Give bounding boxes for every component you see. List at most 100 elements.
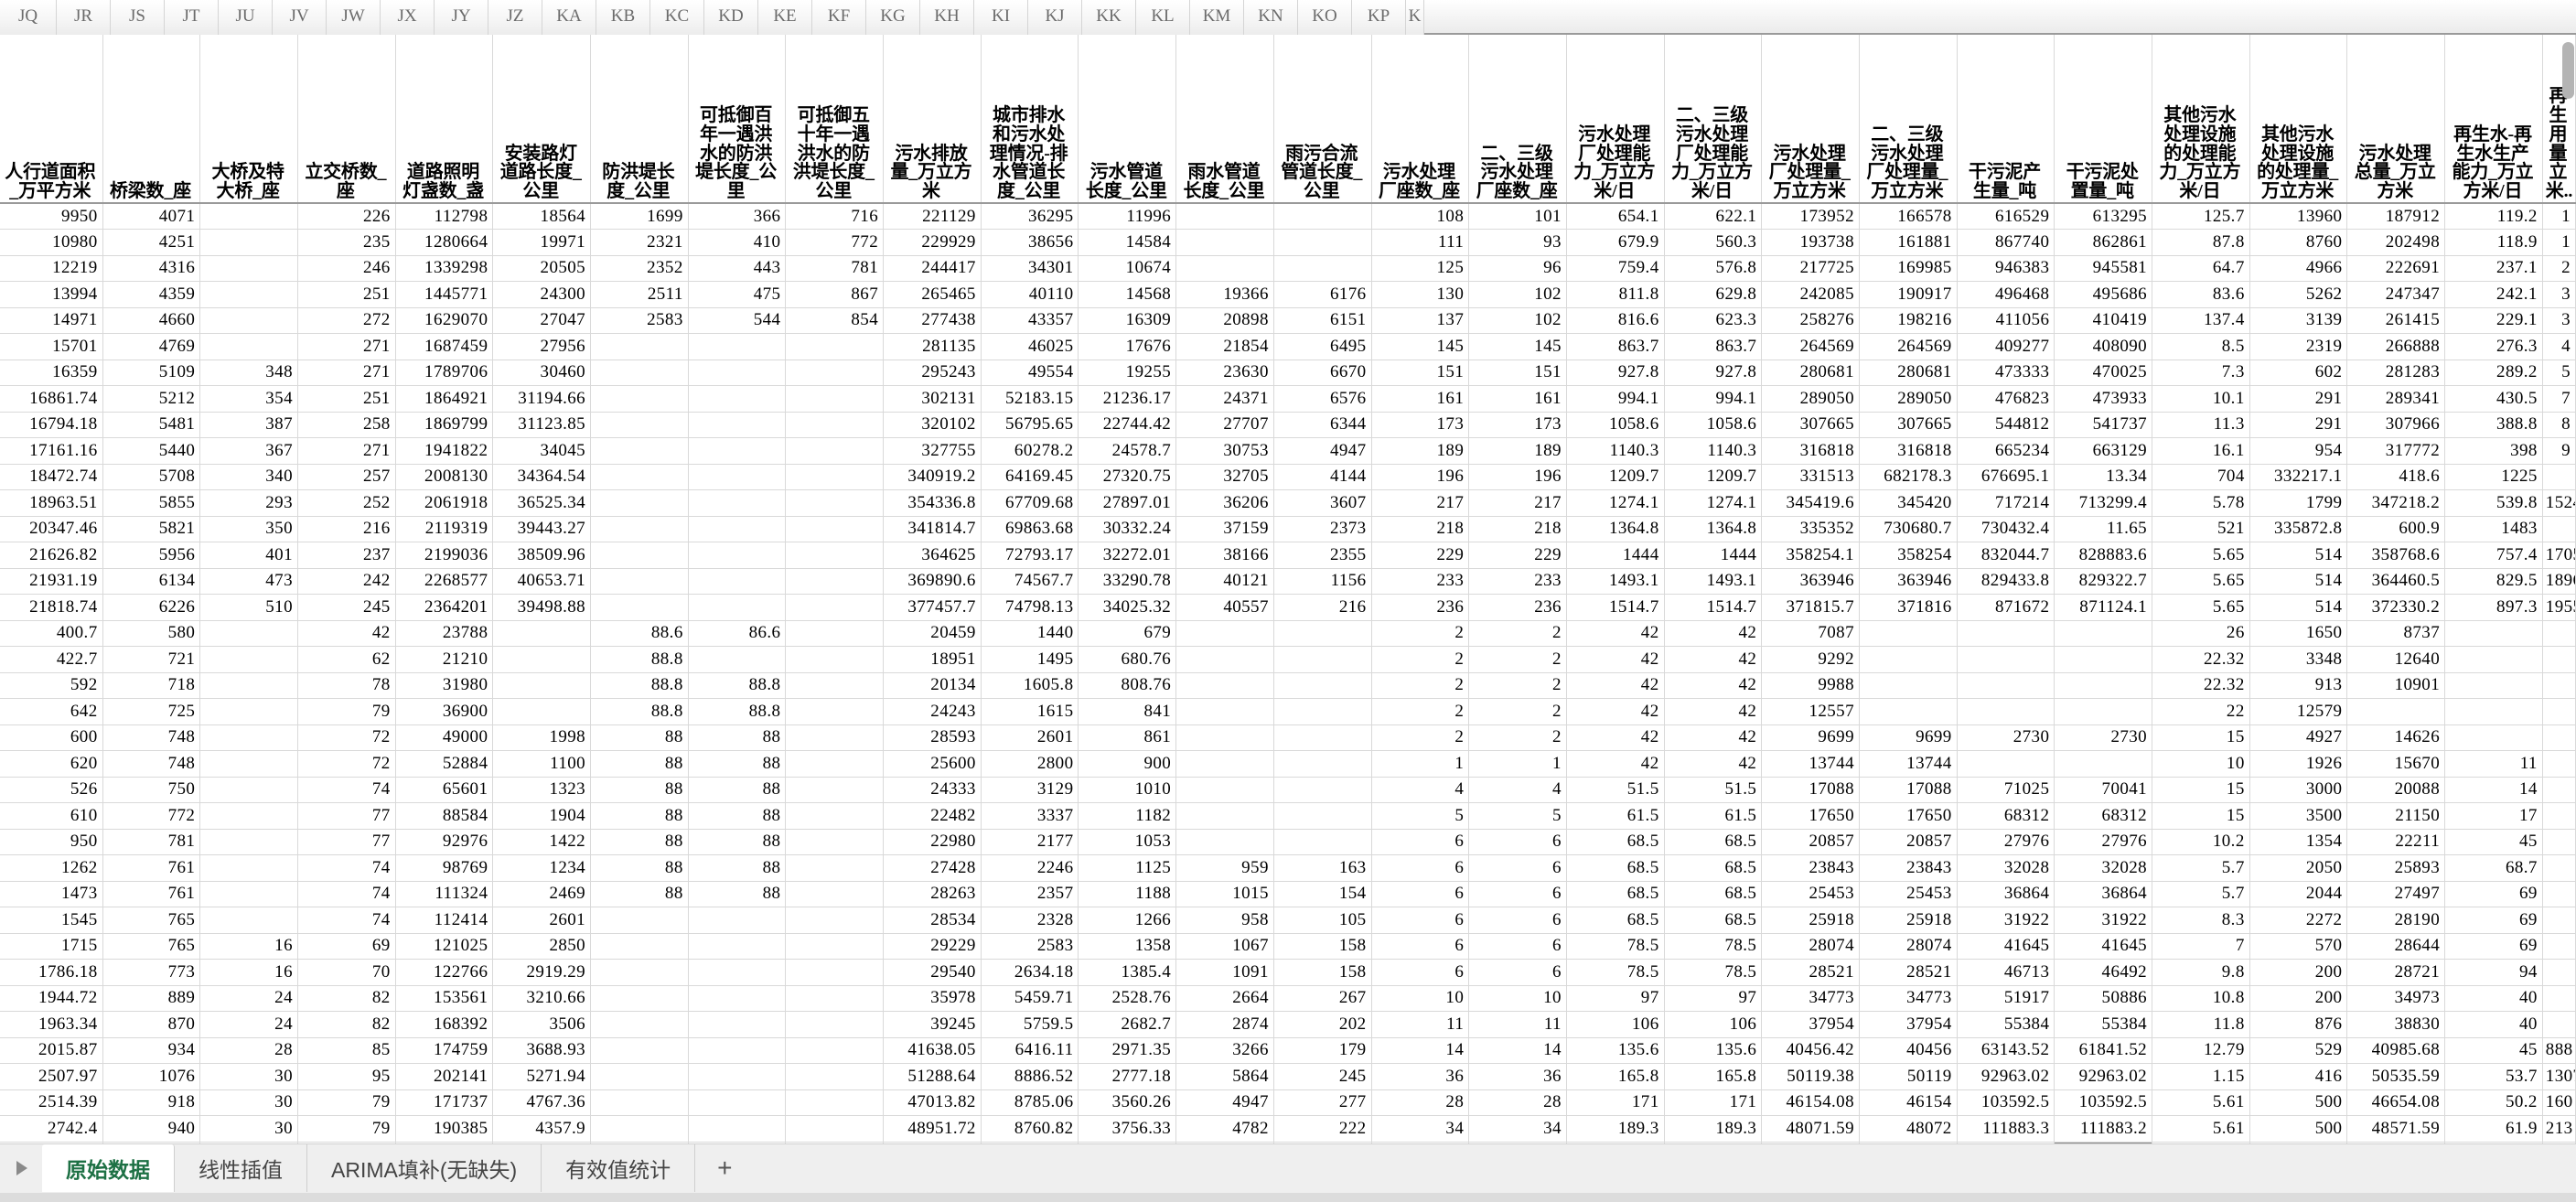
cell-KG-29[interactable]: 78.5 [1566,933,1665,960]
cell-KN-2[interactable]: 8760 [2249,229,2348,256]
cell-JU-11[interactable]: 2008130 [395,464,494,490]
cell-KO-24[interactable]: 21150 [2346,802,2446,830]
cell-KD-7[interactable]: 6670 [1273,360,1372,386]
cell-JX-37[interactable] [688,1142,787,1143]
cell-KE-31[interactable]: 10 [1371,985,1470,1012]
cell-KC-7[interactable]: 23630 [1175,360,1274,386]
cell-KO-6[interactable]: 266888 [2346,333,2446,360]
cell-KC-24[interactable] [1175,802,1274,830]
cell-JY-10[interactable] [785,437,885,465]
cell-JQ-19[interactable]: 592 [0,672,103,699]
cell-KP-29[interactable]: 69 [2444,933,2543,960]
cell-KG-1[interactable]: 654.1 [1566,203,1665,230]
cell-KD-11[interactable]: 4144 [1273,464,1372,490]
cell-JQ-36[interactable]: 2742.4 [0,1115,103,1143]
cell-JT-2[interactable]: 235 [297,229,396,256]
table-row[interactable]: 620 748 72 52884 1100 88 88 25600 2800 900 1 1 42 42 1… [0,750,2576,778]
column-header-JS[interactable]: JS [111,0,165,35]
cell-K-5[interactable]: 3 [2542,307,2576,334]
cell-KK-37[interactable]: 108064 [1957,1142,2055,1143]
spreadsheet-grid-viewport[interactable]: 人行道面积_万平方米 桥梁数_座 大桥及特大桥_座 立交桥数_座 道路照明灯盏数_盏 安装… [0,35,2576,1143]
cell-JX-22[interactable]: 88 [688,750,787,778]
cell-JW-37[interactable] [590,1142,689,1143]
cell-KH-35[interactable]: 171 [1664,1089,1763,1116]
cell-JZ-23[interactable]: 24333 [883,777,982,803]
cell-KN-19[interactable]: 913 [2249,672,2348,699]
cell-KM-25[interactable]: 10.2 [2152,829,2250,855]
cell-KI-31[interactable]: 34773 [1761,985,1860,1012]
cell-KD-14[interactable]: 2355 [1273,542,1372,569]
cell-KC-16[interactable]: 40557 [1175,594,1274,621]
cell-KM-27[interactable]: 5.7 [2152,881,2250,907]
cell-JT-15[interactable]: 242 [297,568,396,595]
cell-KE-26[interactable]: 6 [1371,854,1470,882]
cell-KO-21[interactable]: 14626 [2346,724,2446,751]
cell-JV-23[interactable]: 1323 [492,777,592,803]
cell-JT-9[interactable]: 258 [297,412,396,438]
cell-KK-8[interactable]: 476823 [1957,385,2055,413]
column-header-KB[interactable]: KB [596,0,650,35]
cell-KF-26[interactable]: 6 [1468,854,1567,882]
column-header-KL[interactable]: KL [1136,0,1190,35]
cell-JT-21[interactable]: 72 [297,724,396,751]
cell-JS-21[interactable] [199,724,298,751]
cell-JQ-32[interactable]: 1963.34 [0,1011,103,1038]
cell-KO-34[interactable]: 50535.59 [2346,1063,2446,1090]
table-row[interactable]: 2015.87 934 28 85 174759 3688.93 41638.05 6416.… [0,1037,2576,1064]
cell-KL-12[interactable]: 713299.4 [2054,489,2153,517]
cell-JX-29[interactable] [688,933,787,960]
cell-KA-1[interactable]: 36295 [981,203,1079,230]
cell-JV-34[interactable]: 5271.94 [492,1063,592,1090]
cell-KC-23[interactable] [1175,777,1274,803]
cell-KG-30[interactable]: 78.5 [1566,959,1665,986]
cell-KN-8[interactable]: 291 [2249,385,2348,413]
cell-KD-22[interactable] [1273,750,1372,778]
cell-JS-16[interactable]: 510 [199,594,298,621]
cell-JX-5[interactable]: 544 [688,307,787,334]
cell-KP-25[interactable]: 45 [2444,829,2543,855]
cell-JS-22[interactable] [199,750,298,778]
cell-JS-14[interactable]: 401 [199,542,298,569]
cell-KI-20[interactable]: 12557 [1761,698,1860,725]
cell-KE-20[interactable]: 2 [1371,698,1470,725]
cell-JR-27[interactable]: 761 [102,881,201,907]
cell-JU-16[interactable]: 2364201 [395,594,494,621]
cell-JS-36[interactable]: 30 [199,1115,298,1143]
cell-KJ-17[interactable] [1859,620,1958,647]
cell-KA-10[interactable]: 60278.2 [981,437,1079,465]
column-header-KD[interactable]: KD [704,0,758,35]
table-row[interactable]: 1473 761 74 111324 2469 88 88 28263 2357 1188 1015… [0,881,2576,907]
cell-KI-9[interactable]: 307665 [1761,412,1860,438]
cell-KB-5[interactable]: 16309 [1078,307,1177,334]
cell-KL-19[interactable] [2054,672,2153,699]
cell-KL-29[interactable]: 41645 [2054,933,2153,960]
cell-KJ-28[interactable]: 25918 [1859,907,1958,934]
cell-JU-21[interactable]: 49000 [395,724,494,751]
cell-KH-3[interactable]: 576.8 [1664,255,1763,282]
cell-JR-18[interactable]: 721 [102,646,201,673]
cell-KH-18[interactable]: 42 [1664,646,1763,673]
cell-KB-17[interactable]: 679 [1078,620,1177,647]
cell-JU-24[interactable]: 88584 [395,802,494,830]
cell-KD-24[interactable] [1273,802,1372,830]
cell-JR-25[interactable]: 781 [102,829,201,855]
cell-JS-7[interactable]: 348 [199,360,298,386]
cell-KK-18[interactable] [1957,646,2055,673]
cell-KH-1[interactable]: 622.1 [1664,203,1763,230]
cell-KA-17[interactable]: 1440 [981,620,1079,647]
cell-KJ-5[interactable]: 198216 [1859,307,1958,334]
cell-K-1[interactable]: 1 [2542,203,2576,230]
column-header-JY[interactable]: JY [435,0,488,35]
cell-KP-16[interactable]: 897.3 [2444,594,2543,621]
cell-KF-16[interactable]: 236 [1468,594,1567,621]
cell-JQ-30[interactable]: 1786.18 [0,959,103,986]
cell-KL-34[interactable]: 92963.02 [2054,1063,2153,1090]
cell-KI-8[interactable]: 289050 [1761,385,1860,413]
cell-K-37[interactable]: 2235 [2542,1142,2576,1143]
cell-KB-22[interactable]: 900 [1078,750,1177,778]
cell-JU-13[interactable]: 2119319 [395,516,494,542]
cell-JW-34[interactable] [590,1063,689,1090]
cell-KK-32[interactable]: 55384 [1957,1011,2055,1038]
cell-K-16[interactable]: 1955 [2542,594,2576,621]
